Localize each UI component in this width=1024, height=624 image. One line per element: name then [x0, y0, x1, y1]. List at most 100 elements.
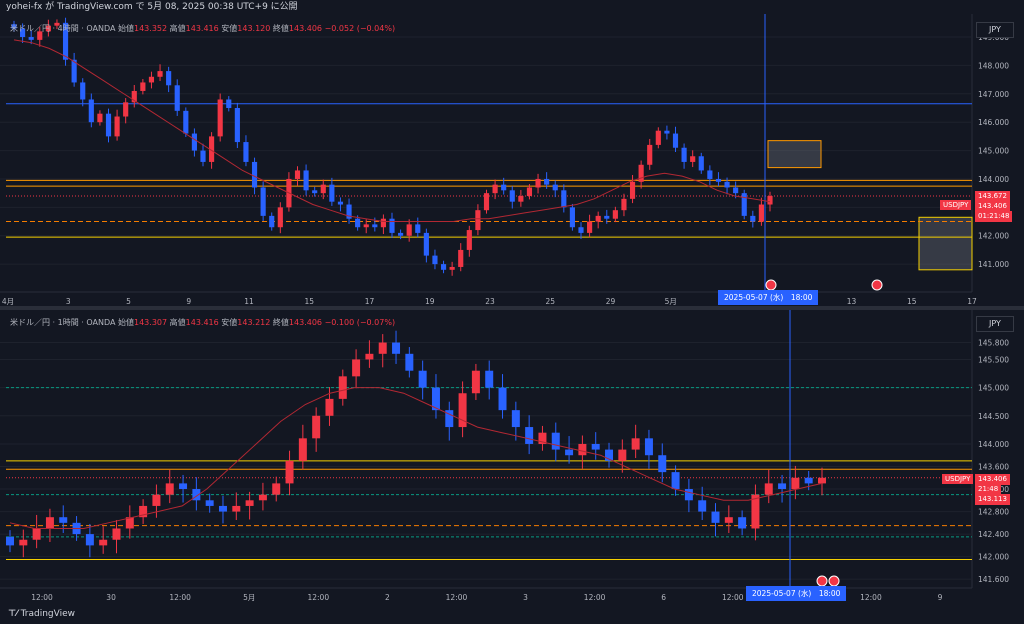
candle-body: [243, 142, 249, 162]
economic-event-icon: [871, 279, 883, 291]
y-tick-label: 145.500: [978, 355, 1009, 364]
candle-body: [684, 489, 693, 501]
candle-body: [217, 99, 223, 137]
symbol-tag: USDJPY: [940, 200, 972, 210]
chart-panel-4h[interactable]: 141.000142.000143.000144.000145.000146.0…: [0, 14, 1024, 306]
crosshair-date-tag: 2025-05-07 (水) 18:00: [718, 290, 819, 305]
candle-body: [525, 427, 534, 444]
candle-body: [85, 534, 94, 546]
ohlc-legend: 米ドル／円 · 4時間 · OANDA 始値143.352 高値143.416 …: [10, 24, 396, 33]
x-tick-label: 6: [661, 593, 666, 602]
candle-body: [192, 489, 201, 501]
candle-body: [148, 76, 155, 83]
candle-body: [179, 483, 188, 490]
y-tick-label: 145.800: [978, 339, 1009, 348]
candle-body: [338, 376, 347, 399]
y-tick-label: 144.000: [978, 440, 1009, 449]
candle-body: [738, 517, 747, 529]
candle-body: [380, 218, 386, 228]
candle-body: [751, 494, 760, 529]
candle-body: [501, 184, 507, 191]
y-tick-label: 145.000: [978, 147, 1009, 156]
y-tick-label: 144.000: [978, 175, 1009, 184]
candle-body: [312, 190, 318, 194]
candle-body: [418, 370, 427, 388]
y-tick-label: 148.000: [978, 61, 1009, 70]
high-value: 143.416: [185, 24, 219, 33]
y-tick-label: 143.600: [978, 462, 1009, 471]
candle-body: [526, 187, 533, 196]
panel-divider[interactable]: [0, 306, 1024, 310]
candle-body: [631, 438, 640, 450]
candle-body: [245, 500, 254, 506]
candle-body: [272, 483, 281, 495]
currency-button[interactable]: JPY: [976, 316, 1014, 332]
candle-body: [28, 37, 34, 40]
candle-body: [325, 398, 334, 416]
x-tick-label: 30: [106, 593, 116, 602]
candle-body: [655, 130, 661, 145]
countdown-tag: 21:48: [975, 484, 1002, 495]
candle-body: [125, 517, 134, 529]
candle-body: [538, 432, 547, 444]
candle-body: [32, 528, 41, 540]
x-tick-label: 29: [606, 297, 616, 306]
candle-body: [445, 410, 454, 428]
x-tick-label: 9: [938, 593, 943, 602]
candle-body: [658, 455, 667, 473]
candle-body: [587, 221, 593, 233]
candle-body: [415, 224, 421, 233]
x-tick-label: 12:00: [31, 593, 53, 602]
x-tick-label: 19: [425, 297, 435, 306]
x-tick-label: 23: [485, 297, 495, 306]
candle-body: [758, 204, 764, 222]
candle-body: [724, 181, 730, 188]
candlestick-chart-4h[interactable]: 141.000142.000143.000144.000145.000146.0…: [0, 14, 1024, 306]
economic-event-icon: [765, 279, 777, 291]
moving-average-line: [9, 387, 823, 529]
x-tick-label: 17: [365, 297, 375, 306]
candle-body: [112, 528, 121, 540]
tradingview-logo[interactable]: ⊤⁄ TradingView: [8, 609, 75, 619]
x-tick-label: 2: [385, 593, 390, 602]
candle-body: [166, 71, 172, 86]
candle-body: [733, 187, 739, 194]
candle-body: [551, 432, 560, 450]
currency-button[interactable]: JPY: [976, 22, 1014, 38]
candle-body: [352, 359, 361, 377]
candle-body: [363, 224, 369, 228]
low-value: 143.212: [237, 318, 271, 327]
close-value: 143.406: [288, 318, 323, 327]
candle-body: [123, 102, 129, 117]
candle-body: [741, 193, 747, 216]
candle-body: [498, 387, 507, 411]
economic-event-icon: [816, 575, 828, 587]
chart-panel-1h[interactable]: 141.600142.000142.400142.800143.200143.6…: [0, 310, 1024, 604]
candle-body: [251, 161, 258, 188]
candle-body: [690, 156, 696, 162]
candle-body: [565, 449, 574, 456]
candle-body: [232, 505, 241, 512]
y-tick-label: 144.500: [978, 412, 1009, 421]
candle-body: [392, 342, 401, 354]
candle-body: [595, 215, 601, 222]
candle-body: [258, 494, 267, 501]
candle-body: [174, 85, 180, 111]
candle-body: [449, 266, 455, 270]
candlestick-chart-1h[interactable]: 141.600142.000142.400142.800143.200143.6…: [0, 310, 1024, 604]
x-tick-label: 17: [967, 297, 977, 306]
candle-body: [337, 201, 344, 205]
candle-body: [750, 215, 756, 222]
candle-body: [621, 198, 627, 211]
y-tick-label: 145.000: [978, 384, 1009, 393]
candle-body: [707, 170, 713, 179]
candle-body: [509, 190, 515, 202]
open-value: 143.352: [134, 24, 168, 33]
candle-body: [269, 215, 275, 228]
candle-body: [672, 133, 679, 148]
close-value: 143.406: [288, 24, 323, 33]
candle-body: [681, 147, 687, 162]
footer-bar: ⊤⁄ TradingView: [0, 604, 1024, 624]
candle-body: [804, 477, 813, 484]
candle-body: [365, 353, 374, 360]
